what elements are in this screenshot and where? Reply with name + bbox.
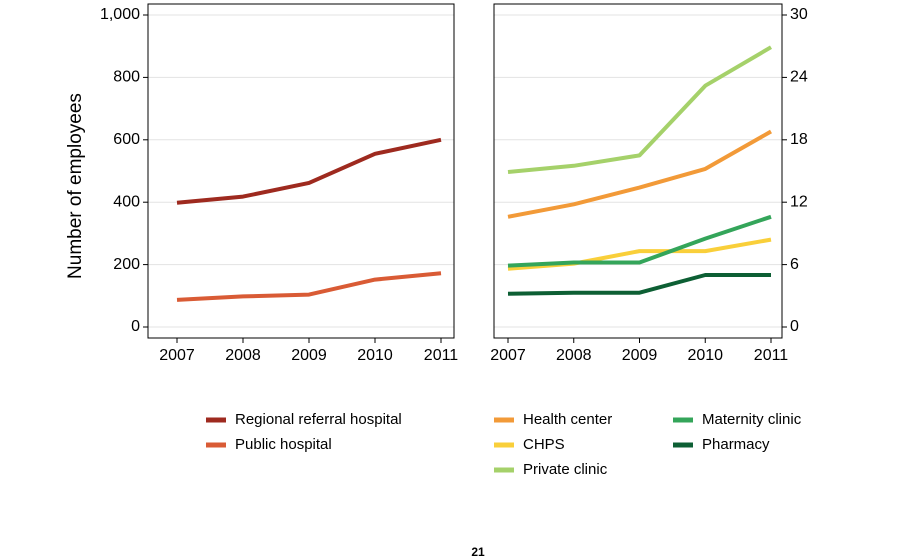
y-tick-label: 6 [790,256,799,273]
series-line-regional-referral-hospital [176,137,442,205]
x-tick-label: 2010 [357,347,393,364]
legend-label: Private clinic [523,461,608,478]
y-tick-label: 600 [113,131,140,148]
y-tick-label: 1,000 [100,6,140,23]
page-number: 21 [471,545,485,559]
series-line-maternity-clinic [507,214,772,268]
x-tick-label: 2008 [556,347,592,364]
legend-label: Health center [523,411,612,428]
y-tick-label: 400 [113,193,140,210]
legend-label: Pharmacy [702,436,770,453]
y-tick-label: 12 [790,193,808,210]
x-tick-label: 2007 [490,347,526,364]
legend-label: Maternity clinic [702,411,802,428]
y-axis-label: Number of employees [65,93,86,279]
right-panel: 0 6 12 18 24 30 2007 2008 2009 2010 2011 [490,3,808,364]
left-panel: 0 200 400 600 800 1,000 2007 2008 2009 2010 2011 [100,3,459,364]
x-tick-label: 2008 [225,347,261,364]
series-line-private-clinic [507,45,773,174]
y-tick-label: 30 [790,6,808,23]
series-line-pharmacy [507,273,771,296]
legend-label: Public hospital [235,436,332,453]
y-tick-label: 0 [790,318,799,335]
x-tick-label: 2009 [622,347,658,364]
legend-label: CHPS [523,436,565,453]
y-tick-label: 24 [790,69,808,86]
y-tick-label: 18 [790,131,808,148]
series-line-health-center [507,129,772,219]
y-tick-label: 200 [113,256,140,273]
x-tick-label: 2010 [687,347,723,364]
x-tick-label: 2009 [291,347,327,364]
x-tick-label: 2007 [159,347,195,364]
x-tick-label: 2011 [424,347,459,364]
y-tick-label: 0 [131,318,140,335]
plot-frame [493,3,783,339]
plot-frame [147,3,455,339]
legend: Regional referral hospital Public hospita… [206,411,802,478]
legend-label: Regional referral hospital [235,411,402,428]
series-line-public-hospital [176,271,442,302]
y-tick-label: 800 [113,69,140,86]
x-tick-label: 2011 [754,347,789,364]
